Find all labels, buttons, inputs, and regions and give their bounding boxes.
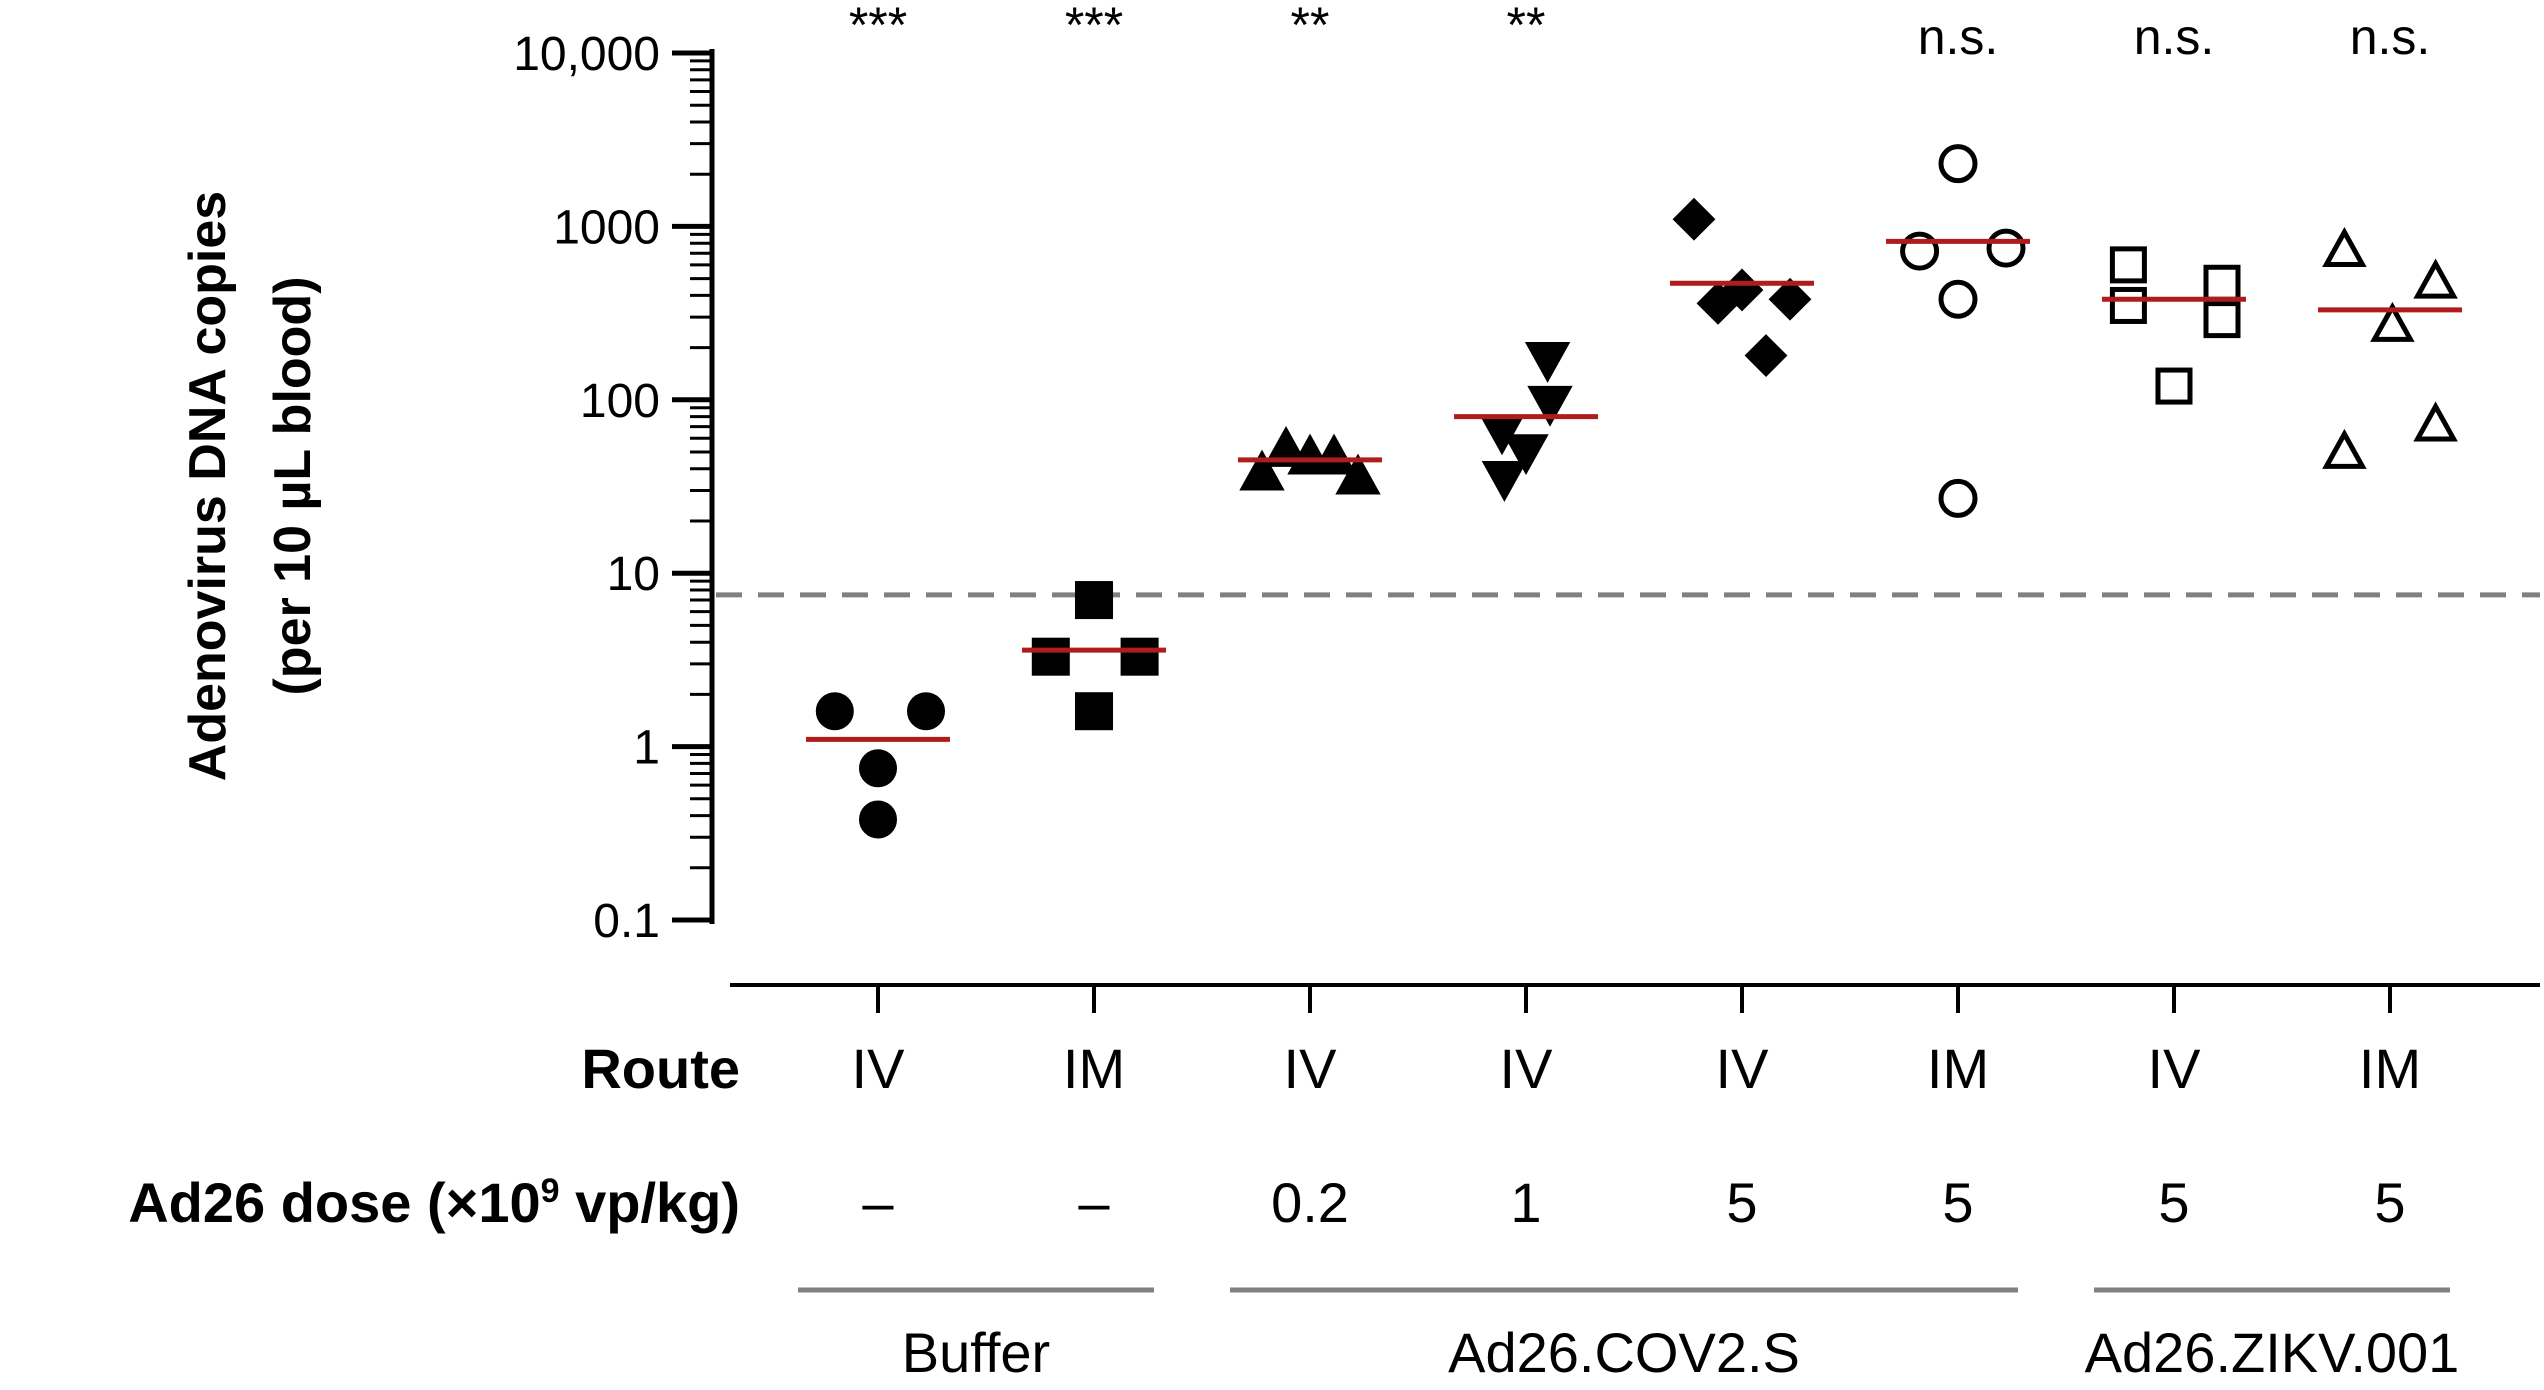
route-cell: IV — [2148, 1037, 2202, 1100]
group-points — [1672, 197, 1812, 377]
data-point-triangle-up — [1263, 425, 1309, 467]
dose-cell: 0.2 — [1271, 1171, 1349, 1234]
group-brackets: Buffer Ad26.COV2.S Ad26.ZIKV.001 — [798, 1287, 2460, 1384]
dose-cell: 5 — [1942, 1171, 1973, 1234]
y-axis: 10,000 1000 100 10 1 0.1 — [513, 28, 715, 948]
dose-label-exponent: 9 — [541, 1172, 560, 1210]
y-label-text-2: (per 10 µL blood) — [264, 276, 322, 695]
y-axis-label: Adenovirus DNA copies (per 10 µL blood) — [179, 191, 322, 781]
data-points — [815, 144, 2458, 839]
group-bracket-label: Ad26.COV2.S — [1448, 1321, 1800, 1384]
y-tick-label: 0.1 — [593, 895, 660, 948]
data-point-square — [2155, 367, 2193, 405]
data-point-square — [1031, 637, 1070, 676]
x-axis — [730, 983, 2540, 1013]
data-point-triangle-down — [1503, 434, 1549, 476]
dose-cell: – — [1078, 1171, 1110, 1234]
group-points — [1239, 425, 1381, 495]
data-point-circle — [859, 800, 897, 839]
data-point-circle — [859, 749, 897, 788]
group-bracket-label: Ad26.ZIKV.001 — [2085, 1321, 2460, 1384]
significance-label: ** — [1291, 0, 1330, 53]
dose-cell: 1 — [1510, 1171, 1541, 1234]
y-tick-label: 100 — [580, 375, 660, 428]
data-point-diamond — [1768, 277, 1812, 321]
group-points — [815, 692, 945, 839]
data-point-diamond — [1744, 334, 1788, 377]
route-cell: IV — [1284, 1037, 1338, 1100]
y-tick-label: 1000 — [553, 201, 660, 254]
data-point-square — [2109, 286, 2147, 324]
y-label-text-1: Adenovirus DNA copies — [179, 191, 237, 781]
dose-cell: 5 — [1726, 1171, 1757, 1234]
data-point-triangle-up — [2413, 401, 2458, 442]
route-cell: IV — [852, 1037, 906, 1100]
significance-label: *** — [849, 0, 907, 53]
significance-label: *** — [1065, 0, 1123, 53]
route-cell: IM — [2359, 1037, 2421, 1100]
data-point-square — [1075, 581, 1113, 620]
data-point-triangle-down — [1524, 342, 1571, 383]
route-cell: IM — [1063, 1037, 1125, 1100]
significance-labels: *** *** ** ** n.s. n.s. n.s. — [849, 0, 2430, 65]
y-label-line-2: (per 10 µL blood) — [264, 276, 322, 695]
data-point-circle — [1938, 279, 1978, 319]
data-point-circle — [815, 692, 854, 731]
median-lines — [806, 238, 2462, 742]
y-tick-label: 1 — [633, 722, 660, 775]
y-tick-label: 10,000 — [513, 28, 660, 81]
data-point-circle — [1938, 478, 1978, 518]
dose-cell: 5 — [2374, 1171, 2405, 1234]
significance-label: n.s. — [2134, 9, 2215, 65]
data-point-circle — [1938, 144, 1978, 184]
route-cell: IV — [1500, 1037, 1554, 1100]
table-rows: Route Ad26 dose (×109 vp/kg) IV – IM – IV 0.2 IV… — [128, 1037, 2421, 1234]
significance-label: n.s. — [1918, 9, 1999, 65]
data-point-square — [1075, 692, 1113, 731]
data-point-circle — [1986, 228, 2026, 268]
data-point-square — [1120, 637, 1159, 676]
data-point-triangle-up — [2322, 428, 2367, 469]
data-point-triangle-down — [1481, 461, 1528, 502]
data-point-square — [2203, 301, 2241, 339]
data-point-circle — [907, 692, 945, 731]
route-cell: IM — [1927, 1037, 1989, 1100]
dose-label-suffix: vp/kg) — [560, 1171, 740, 1234]
dose-cell: 5 — [2158, 1171, 2189, 1234]
data-point-diamond — [1672, 197, 1716, 241]
group-points — [2322, 226, 2458, 469]
group-points — [1479, 342, 1573, 502]
data-point-triangle-up — [1335, 453, 1381, 495]
significance-label: ** — [1507, 0, 1546, 53]
data-point-square — [2203, 264, 2241, 302]
dose-label-prefix: Ad26 dose (×10 — [128, 1171, 540, 1234]
data-point-square — [2109, 246, 2147, 284]
data-point-triangle-up — [1311, 433, 1357, 475]
group-points — [1900, 144, 2026, 518]
route-row-label: Route — [581, 1037, 740, 1100]
group-bracket-label: Buffer — [902, 1321, 1050, 1384]
dose-cell: – — [862, 1171, 894, 1234]
data-point-triangle-up — [2322, 226, 2367, 267]
route-cell: IV — [1716, 1037, 1770, 1100]
data-point-diamond — [1696, 281, 1740, 325]
y-label-line-1: Adenovirus DNA copies — [179, 191, 237, 781]
y-tick-label: 10 — [607, 548, 660, 601]
data-point-triangle-up — [1239, 449, 1285, 491]
group-points — [1031, 581, 1159, 731]
data-point-triangle-down — [1527, 385, 1573, 427]
significance-label: n.s. — [2350, 9, 2431, 65]
data-point-triangle-up — [2370, 301, 2415, 342]
dose-row-label: Ad26 dose (×109 vp/kg) — [128, 1171, 740, 1234]
group-points — [2109, 246, 2241, 405]
data-point-triangle-up — [2413, 258, 2458, 299]
